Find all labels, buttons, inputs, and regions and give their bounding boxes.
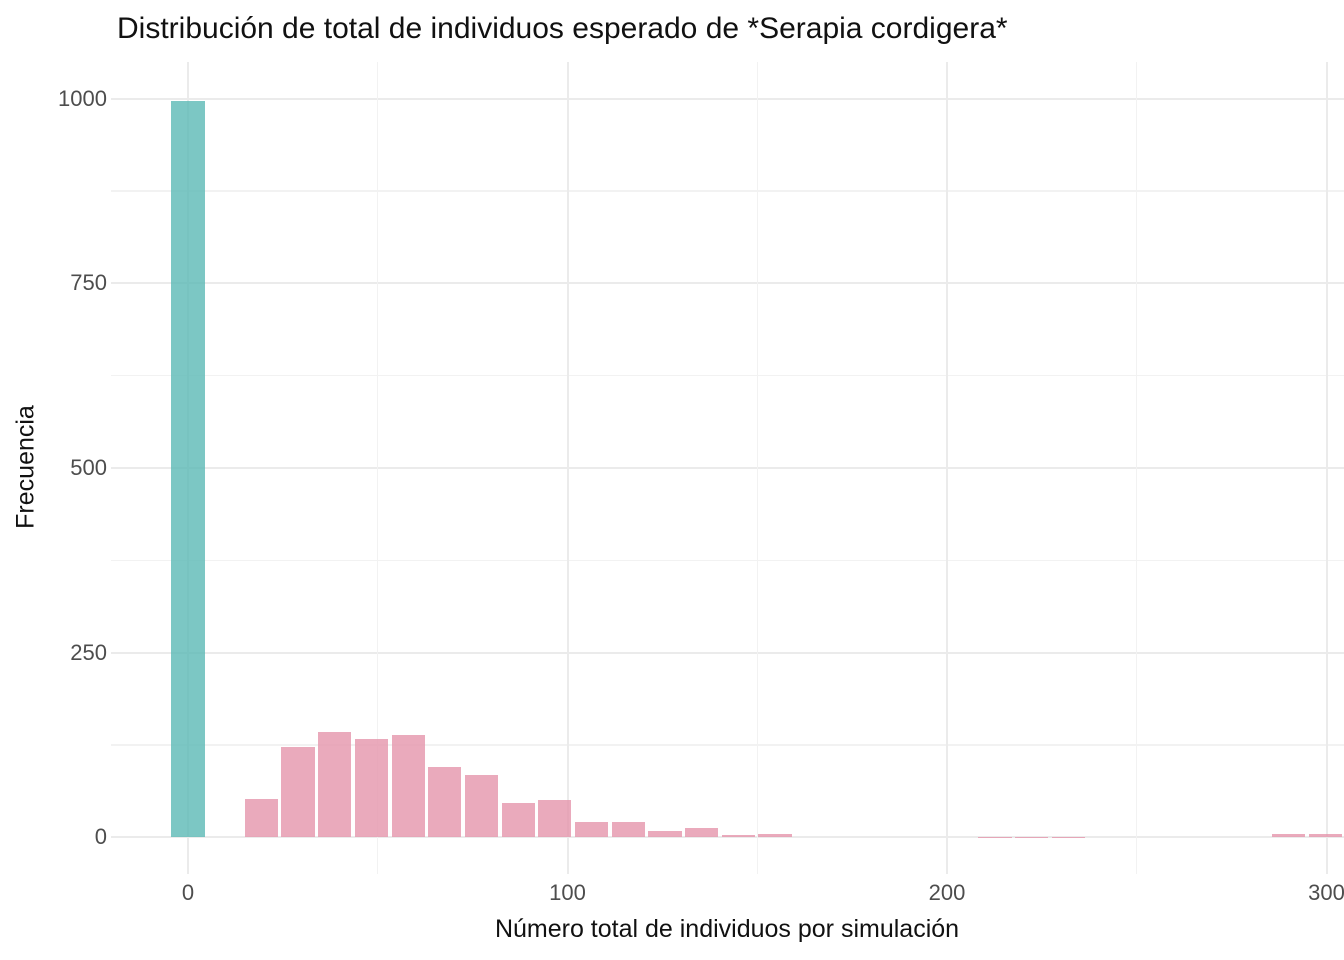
histogram-bar xyxy=(428,767,462,838)
gridline-x-major xyxy=(946,62,948,874)
histogram-bar xyxy=(354,739,388,838)
histogram-bar xyxy=(1271,834,1306,838)
histogram-bar xyxy=(501,802,535,838)
gridline-y-minor xyxy=(111,744,1344,746)
gridline-y-minor xyxy=(111,559,1344,561)
plot-panel xyxy=(111,62,1344,874)
histogram-bar xyxy=(464,775,499,838)
y-tick-label: 0 xyxy=(94,824,107,850)
histogram-bar xyxy=(1051,836,1086,838)
histogram-bar xyxy=(244,798,278,838)
x-tick-label: 100 xyxy=(549,880,586,905)
gridline-y-major xyxy=(111,467,1344,469)
histogram-bar xyxy=(684,827,719,838)
gridline-x-minor xyxy=(377,62,379,874)
histogram-bar xyxy=(648,830,682,838)
y-tick-label: 750 xyxy=(70,270,107,296)
histogram-bar xyxy=(611,821,645,838)
gridline-x-minor xyxy=(756,62,758,874)
histogram-bar xyxy=(171,100,205,838)
histogram-bar xyxy=(758,833,792,838)
histogram-bar xyxy=(281,747,315,838)
histogram-bar xyxy=(721,835,755,838)
histogram-bar xyxy=(1308,834,1342,838)
x-axis-title: Número total de individuos por simulació… xyxy=(494,915,960,943)
gridline-y-minor xyxy=(111,375,1344,377)
gridline-y-major xyxy=(111,97,1344,100)
histogram-bar xyxy=(978,836,1012,838)
chart-title: Distribución de total de individuos espe… xyxy=(117,12,1008,45)
gridline-y-major xyxy=(111,651,1344,654)
gridline-x-major xyxy=(1325,62,1328,874)
y-axis-title: Frecuencia xyxy=(11,405,40,529)
gridline-x-minor xyxy=(1136,62,1138,874)
gridline-x-major xyxy=(566,62,569,874)
histogram-bar xyxy=(318,732,352,838)
histogram-bar xyxy=(574,821,609,838)
x-tick-label: 0 xyxy=(181,880,195,905)
y-tick-label: 500 xyxy=(70,455,107,480)
gridline-y-major xyxy=(111,282,1344,285)
y-tick-label: 250 xyxy=(70,639,107,665)
gridline-y-major xyxy=(111,836,1344,839)
x-tick-label: 200 xyxy=(928,880,966,905)
histogram-bar xyxy=(391,735,425,838)
histogram-bar xyxy=(1015,836,1049,838)
x-tick-label: 300 xyxy=(1308,880,1344,905)
y-tick-label: 1000 xyxy=(58,85,107,111)
histogram-bar xyxy=(538,799,572,838)
gridline-y-minor xyxy=(111,190,1344,192)
